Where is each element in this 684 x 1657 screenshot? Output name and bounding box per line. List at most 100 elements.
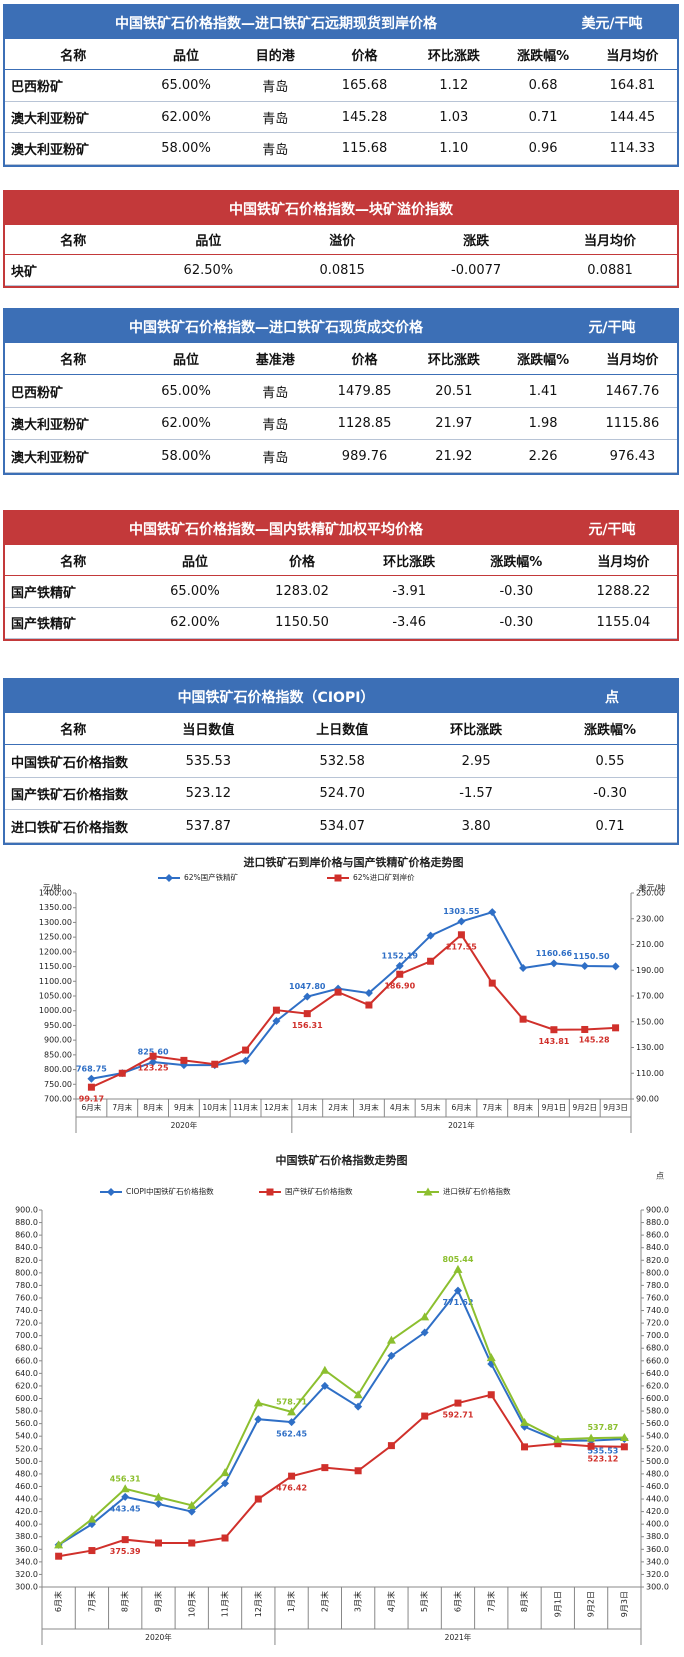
- data-point: [611, 962, 620, 971]
- table-title-bar: 中国铁矿石价格指数—进口铁矿石现货成交价格 元/干吨: [5, 310, 677, 343]
- cell: 1128.85: [319, 407, 410, 441]
- data-point: [253, 1398, 263, 1407]
- data-point: [365, 1001, 373, 1009]
- x-tick-label: 10月末: [202, 1102, 227, 1112]
- data-label: 1303.55: [443, 907, 480, 916]
- y2-tick-label: 210.00: [636, 940, 664, 949]
- y2-tick-label: 640.0: [646, 1369, 669, 1378]
- table-title: 中国铁矿石价格指数—进口铁矿石现货成交价格: [129, 319, 423, 336]
- y-tick-label: 640.0: [15, 1369, 38, 1378]
- x-tick-label: 9月末: [174, 1102, 194, 1112]
- column-header: 环比涨跌: [409, 343, 499, 376]
- data-point: [120, 1484, 130, 1493]
- row-name: 国产铁矿石价格指数: [5, 777, 142, 811]
- x-tick-label: 9月1日: [553, 1591, 562, 1617]
- x-tick-label: 3月末: [353, 1591, 363, 1612]
- row-name: 国产铁精矿: [5, 575, 142, 608]
- cell: 青岛: [230, 101, 320, 134]
- column-header: 当月均价: [569, 545, 677, 577]
- cell: 62.00%: [141, 607, 249, 640]
- cell: -0.30: [462, 607, 570, 640]
- cell: 65.00%: [141, 374, 231, 408]
- data-point: [454, 1399, 462, 1407]
- cell: 2.26: [498, 439, 588, 473]
- y-tick-label: 520.0: [15, 1444, 38, 1453]
- data-point: [420, 1312, 430, 1321]
- table-title-bar: 中国铁矿石价格指数（CIOPI） 点: [5, 680, 677, 713]
- data-point: [321, 1464, 329, 1472]
- data-point: [153, 1492, 163, 1501]
- table-row: 澳大利亚粉矿 62.00% 青岛 1128.85 21.97 1.98 1115.86: [5, 407, 677, 441]
- y2-tick-label: 620.0: [646, 1381, 669, 1390]
- y-tick-label: 720.0: [15, 1319, 38, 1328]
- data-label: 156.31: [292, 1021, 323, 1030]
- table-row: 块矿 62.50% 0.0815 -0.0077 0.0881: [5, 254, 677, 286]
- table-title: 中国铁矿石价格指数—国内铁精矿加权平均价格: [129, 521, 423, 538]
- table-unit: 点: [605, 689, 619, 706]
- column-header: 当月均价: [587, 343, 677, 376]
- x-tick-label: 8月末: [120, 1591, 130, 1612]
- y2-tick-label: 340.0: [646, 1557, 669, 1566]
- data-point: [334, 988, 342, 996]
- group-label: 2020年: [145, 1632, 172, 1642]
- y-tick-label: 420.0: [15, 1507, 38, 1516]
- data-point: [395, 961, 404, 970]
- table-row: 澳大利亚粉矿 58.00% 青岛 989.76 21.92 2.26 976.43: [5, 439, 677, 473]
- x-tick-label: 3月末: [359, 1102, 379, 1112]
- data-point: [303, 1010, 311, 1018]
- x-tick-label: 7月末: [486, 1591, 496, 1612]
- y-tick-label: 460.0: [15, 1482, 38, 1491]
- cell: 0.96: [498, 132, 588, 165]
- y-tick-label: 580.0: [15, 1407, 38, 1416]
- data-point: [519, 1015, 527, 1023]
- y-tick-label: 680.0: [15, 1344, 38, 1353]
- y2-tick-label: 420.0: [646, 1507, 669, 1516]
- data-point: [487, 1391, 495, 1399]
- data-point: [118, 1069, 126, 1077]
- cell: 青岛: [230, 439, 320, 473]
- cell: 青岛: [230, 132, 320, 165]
- data-point: [620, 1443, 628, 1451]
- data-point: [521, 1443, 529, 1451]
- data-point: [188, 1539, 196, 1547]
- row-name: 澳大利亚粉矿: [5, 132, 142, 165]
- data-table: 名称 品位 目的港 价格 环比涨跌 涨跌幅% 当月均价 巴西粉矿 65.00% 青岛 165.68 1…: [5, 39, 677, 165]
- data-point: [87, 1083, 95, 1091]
- y-tick-label: 740.0: [15, 1306, 38, 1315]
- y2-tick-label: 190.00: [636, 966, 664, 975]
- cell: 62.00%: [141, 407, 231, 441]
- column-header: 名称: [5, 39, 142, 71]
- x-tick-label: 2月末: [328, 1102, 348, 1112]
- table-row: 国产铁精矿 62.00% 1150.50 -3.46 -0.30 1155.04: [5, 607, 677, 640]
- cell: 537.87: [141, 809, 276, 843]
- data-label: 1047.80: [289, 982, 326, 991]
- column-header: 基准港: [230, 343, 320, 376]
- cell: 976.43: [587, 439, 677, 473]
- data-point: [457, 931, 465, 939]
- y-tick-label: 320.0: [15, 1570, 38, 1579]
- x-tick-label: 11月末: [233, 1102, 258, 1112]
- cell: 1.10: [409, 132, 499, 165]
- cell: 532.58: [275, 744, 410, 778]
- column-header: 名称: [5, 225, 142, 256]
- cell: 534.07: [275, 809, 410, 843]
- cell: 21.92: [409, 439, 499, 473]
- y-tick-label: 1100.00: [39, 977, 72, 986]
- table-row: 国产铁矿石价格指数 523.12 524.70 -1.57 -0.30: [5, 777, 677, 811]
- group-label: 2020年: [171, 1120, 198, 1130]
- column-header: 品位: [141, 225, 276, 256]
- y2-tick-label: 580.0: [646, 1407, 669, 1416]
- data-label: 523.12: [587, 1454, 618, 1463]
- row-name: 澳大利亚粉矿: [5, 101, 142, 134]
- cell: 0.0881: [543, 254, 677, 286]
- data-point: [354, 1402, 363, 1411]
- table-panel: 中国铁矿石价格指数—块矿溢价指数 名称 品位 溢价 涨跌 当月均价 块矿 62.50% 0.08…: [3, 190, 679, 288]
- column-header: 品位: [141, 39, 231, 71]
- cell: 0.0815: [275, 254, 410, 286]
- y2-tick-label: 130.00: [636, 1043, 664, 1052]
- data-point: [488, 908, 497, 917]
- cell: 1.12: [409, 69, 499, 102]
- y2-tick-label: 680.0: [646, 1344, 669, 1353]
- y2-tick-label: 170.00: [636, 992, 664, 1001]
- data-point: [320, 1365, 330, 1374]
